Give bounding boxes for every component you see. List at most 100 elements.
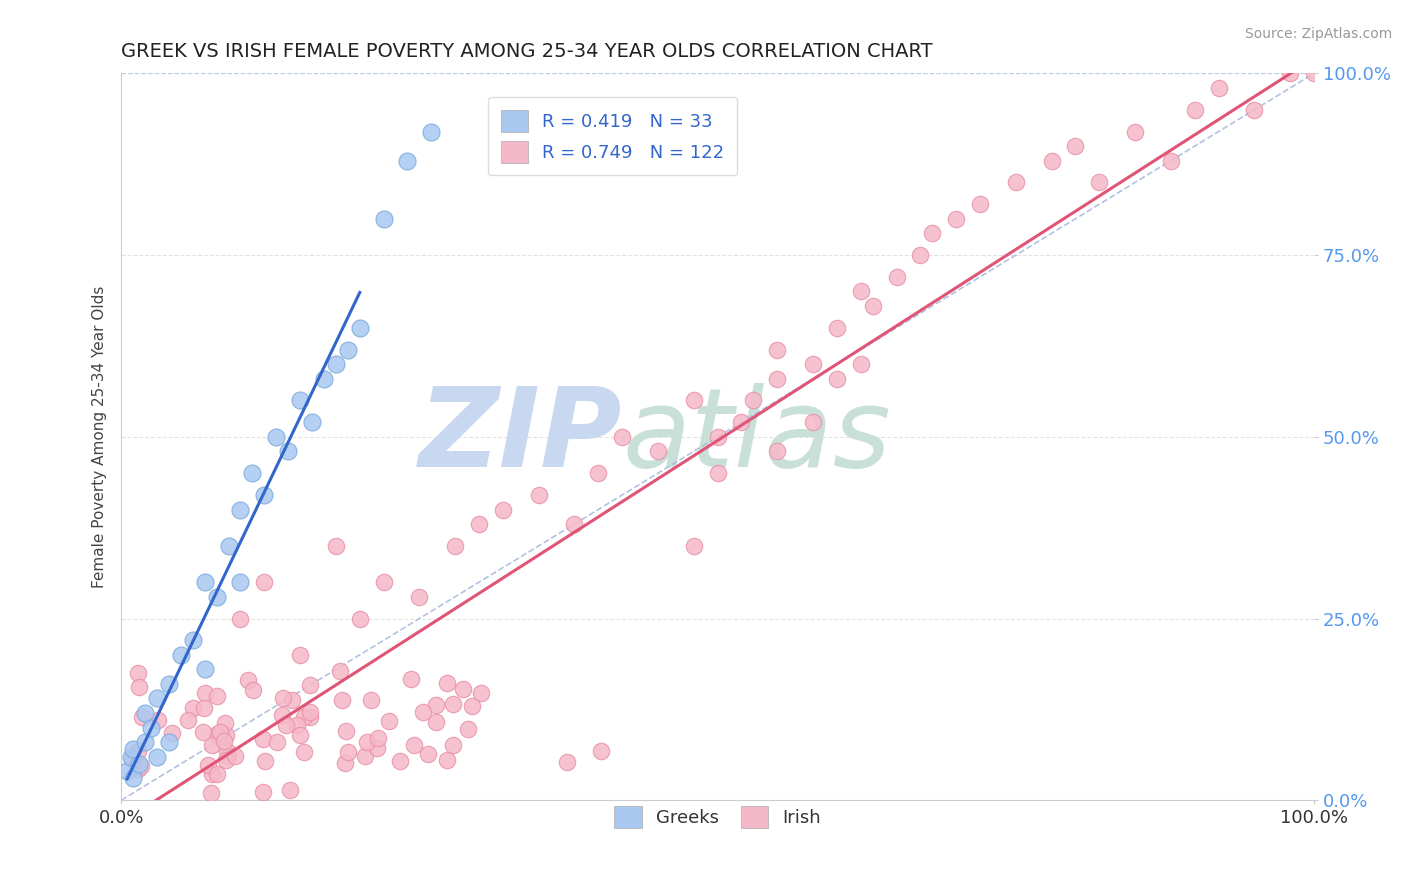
Point	[312, 372, 335, 386]
Point	[290, 728, 312, 742]
Point	[236, 673, 259, 687]
Point	[1184, 103, 1206, 117]
Point	[218, 539, 240, 553]
Point	[441, 697, 464, 711]
Text: ZIP: ZIP	[419, 384, 623, 491]
Point	[157, 735, 180, 749]
Point	[825, 320, 848, 334]
Point	[122, 742, 145, 756]
Point	[292, 745, 315, 759]
Point	[945, 211, 967, 226]
Point	[377, 714, 399, 728]
Point	[801, 415, 824, 429]
Point	[253, 488, 276, 502]
Point	[215, 728, 238, 742]
Point	[849, 357, 872, 371]
Point	[115, 764, 138, 779]
Point	[1004, 176, 1026, 190]
Point	[201, 738, 224, 752]
Point	[146, 691, 169, 706]
Point	[122, 772, 145, 786]
Point	[285, 717, 308, 731]
Point	[254, 754, 277, 768]
Point	[194, 686, 217, 700]
Point	[325, 357, 347, 371]
Point	[134, 735, 156, 749]
Point	[229, 502, 252, 516]
Point	[682, 393, 704, 408]
Point	[336, 343, 359, 357]
Point	[229, 611, 252, 625]
Point	[146, 749, 169, 764]
Text: Source: ZipAtlas.com: Source: ZipAtlas.com	[1244, 27, 1392, 41]
Point	[849, 285, 872, 299]
Point	[682, 539, 704, 553]
Point	[910, 248, 932, 262]
Point	[162, 726, 184, 740]
Point	[193, 701, 215, 715]
Point	[399, 672, 422, 686]
Point	[1088, 176, 1111, 190]
Point	[1279, 66, 1302, 80]
Point	[349, 320, 371, 334]
Point	[969, 197, 991, 211]
Point	[441, 739, 464, 753]
Point	[492, 502, 515, 516]
Point	[242, 466, 264, 480]
Point	[801, 357, 824, 371]
Point	[128, 680, 150, 694]
Point	[612, 430, 634, 444]
Point	[292, 710, 315, 724]
Point	[131, 710, 153, 724]
Point	[373, 211, 395, 226]
Point	[766, 444, 789, 458]
Point	[335, 723, 357, 738]
Point	[451, 681, 474, 696]
Point	[139, 721, 162, 735]
Point	[224, 749, 246, 764]
Point	[647, 444, 669, 458]
Point	[252, 785, 274, 799]
Point	[416, 747, 439, 761]
Point	[280, 782, 302, 797]
Point	[191, 725, 214, 739]
Point	[862, 299, 884, 313]
Point	[420, 124, 443, 138]
Point	[264, 430, 287, 444]
Point	[408, 590, 430, 604]
Point	[288, 648, 311, 662]
Point	[181, 701, 204, 715]
Point	[1064, 139, 1087, 153]
Point	[436, 753, 458, 767]
Point	[299, 706, 322, 720]
Point	[396, 153, 419, 168]
Point	[266, 735, 288, 749]
Point	[288, 393, 311, 408]
Point	[201, 766, 224, 780]
Point	[329, 665, 352, 679]
Point	[217, 744, 239, 758]
Point	[367, 731, 389, 745]
Point	[194, 662, 217, 676]
Point	[299, 710, 322, 724]
Point	[205, 727, 228, 741]
Point	[205, 689, 228, 703]
Point	[742, 393, 765, 408]
Point	[706, 466, 728, 480]
Point	[127, 665, 149, 680]
Point	[325, 539, 347, 553]
Point	[1243, 103, 1265, 117]
Point	[229, 575, 252, 590]
Point	[194, 575, 217, 590]
Point	[146, 713, 169, 727]
Point	[205, 766, 228, 780]
Point	[301, 415, 323, 429]
Point	[354, 748, 377, 763]
Legend: Greeks, Irish: Greeks, Irish	[607, 798, 828, 835]
Point	[121, 752, 143, 766]
Point	[1040, 153, 1063, 168]
Point	[470, 685, 492, 699]
Point	[127, 763, 149, 777]
Point	[591, 744, 613, 758]
Point	[1160, 153, 1182, 168]
